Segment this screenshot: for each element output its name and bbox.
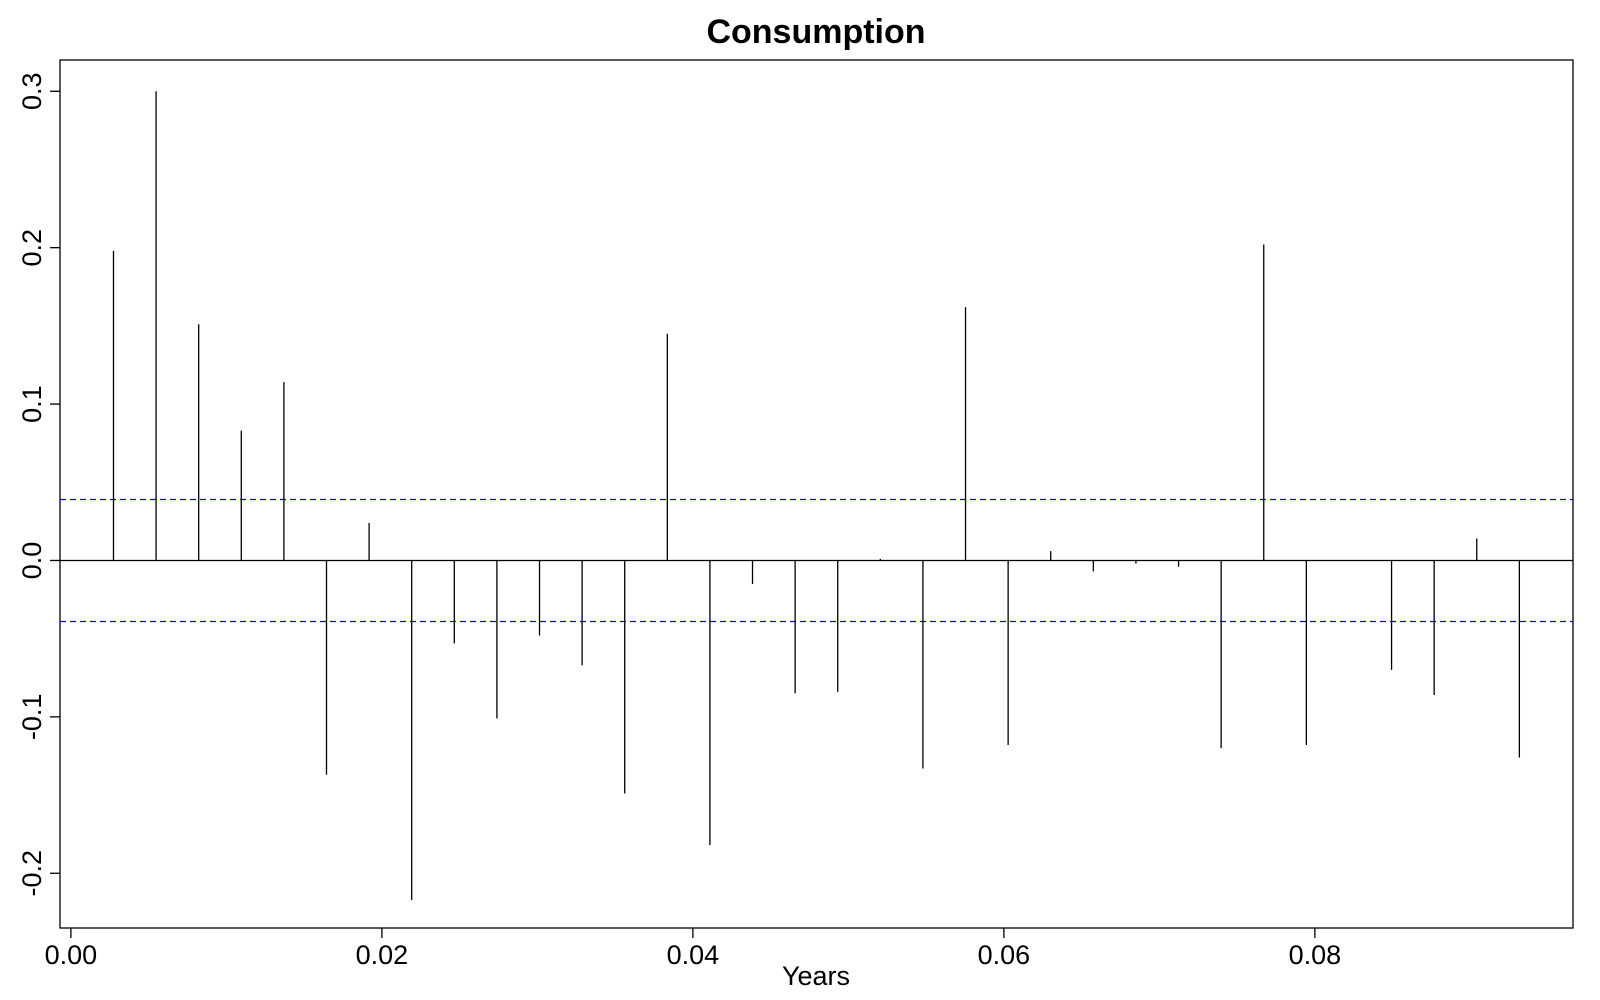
y-tick-label: -0.2 [17,850,47,897]
x-tick-label: 0.00 [45,940,98,970]
y-tick-label: 0.1 [17,385,47,423]
plot-frame [59,59,1574,929]
plot-area: 0.00 0.02 0.04 0.06 0.08 -0.2 -0.1 0.0 0.1 0.2 0.3 [17,59,1574,970]
y-tick-label: 0.3 [17,73,47,111]
x-tick-label: 0.04 [667,940,720,970]
chart-title: Consumption [706,13,925,51]
x-tick-label: 0.02 [356,940,409,970]
y-tick-label: -0.1 [17,694,47,741]
y-tick-label: 0.2 [17,229,47,267]
x-tick-label: 0.08 [1289,940,1342,970]
x-tick-label: 0.06 [978,940,1031,970]
x-axis-label: Years [782,961,850,991]
y-tick-label: 0.0 [17,542,47,580]
